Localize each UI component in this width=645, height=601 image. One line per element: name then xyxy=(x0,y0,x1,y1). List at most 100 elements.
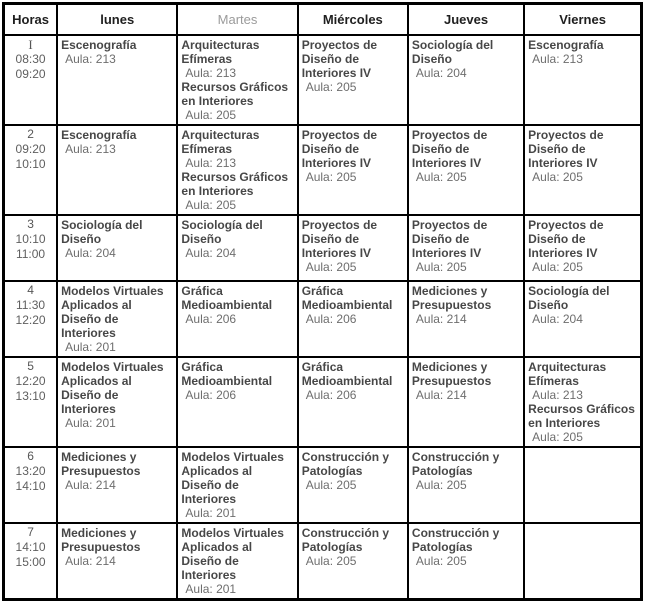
lesson-cell-miercoles: Gráfica Medioambiental Aula: 206 xyxy=(296,355,409,448)
subject-name: Escenografía xyxy=(61,127,137,142)
timetable-row: 5 12:20 13:10 Modelos Virtuales Aplicados a… xyxy=(2,355,643,448)
subject-name: Escenografía xyxy=(528,37,604,52)
aula-label: Aula: 201 xyxy=(185,505,237,520)
subject-name: Proyectos de Diseño de Interiores IV xyxy=(301,37,378,80)
subject-name: Construcción y Patologías xyxy=(301,449,390,478)
aula-label: Aula: 204 xyxy=(65,245,116,260)
aula-label: Aula: 214 xyxy=(415,311,467,326)
aula-label: Aula: 205 xyxy=(305,477,357,492)
aula-label: Aula: 201 xyxy=(65,339,116,354)
timetable-row: 7 14:10 15:00 Mediciones y Presupuestos Aula… xyxy=(2,521,643,600)
subject-name: Modelos Virtuales Aplicados al Diseño de… xyxy=(61,359,164,416)
lesson-cell-viernes xyxy=(523,521,643,600)
hours-cell: I 08:30 09:20 xyxy=(2,33,59,126)
lesson-cell-miercoles: Construcción y Patologías Aula: 205 xyxy=(296,521,409,600)
lesson-cell-lunes: Modelos Virtuales Aplicados al Diseño de… xyxy=(56,279,179,358)
aula-label: Aula: 214 xyxy=(65,477,116,492)
lesson-cell-martes: Modelos Virtuales Aplicados al Diseño de… xyxy=(176,445,299,524)
aula-label: Aula: 206 xyxy=(185,387,237,402)
lesson-cell-jueves: Proyectos de Diseño de Interiores IV Aula… xyxy=(406,123,526,216)
aula-label: Aula: 201 xyxy=(185,581,237,596)
subject-name: Proyectos de Diseño de Interiores IV xyxy=(411,127,488,170)
lesson-cell-martes: Modelos Virtuales Aplicados al Diseño de… xyxy=(176,521,299,600)
aula-label: Aula: 205 xyxy=(532,429,583,444)
timetable-header-row: Horas lunes Martes Miércoles Jueves Viernes xyxy=(2,2,643,36)
column-header-miercoles: Miércoles xyxy=(296,2,409,36)
period-number: 7 xyxy=(27,524,34,539)
lesson-cell-miercoles: Proyectos de Diseño de Interiores IV Aula… xyxy=(296,213,409,282)
subject-name: Arquitecturas Efímeras xyxy=(181,37,260,66)
aula-label: Aula: 213 xyxy=(185,155,237,170)
subject-name: Gráfica Medioambiental xyxy=(301,359,393,388)
lesson-cell-lunes: Mediciones y Presupuestos Aula: 214 xyxy=(56,445,179,524)
lesson-cell-jueves: Mediciones y Presupuestos Aula: 214 xyxy=(406,355,526,448)
subject-name: Recursos Gráficos en Interiores xyxy=(181,169,289,198)
aula-label: Aula: 214 xyxy=(415,387,467,402)
lesson-cell-miercoles: Proyectos de Diseño de Interiores IV Aula… xyxy=(296,33,409,126)
period-number: 3 xyxy=(27,216,34,231)
column-header-lunes: lunes xyxy=(56,2,179,36)
lesson-cell-martes: Gráfica Medioambiental Aula: 206 xyxy=(176,355,299,448)
hours-cell: 2 09:20 10:10 xyxy=(2,123,59,216)
hours-cell: 4 11:30 12:20 xyxy=(2,279,59,358)
subject-name: Mediciones y Presupuestos xyxy=(411,359,492,388)
subject-name: Sociología del Diseño xyxy=(528,283,610,312)
lesson-cell-viernes xyxy=(523,445,643,524)
period-number: 5 xyxy=(27,358,34,373)
aula-label: Aula: 204 xyxy=(415,65,467,80)
lesson-cell-martes: Arquitecturas Efímeras Aula: 213 Recursos … xyxy=(176,123,299,216)
period-number: 6 xyxy=(27,448,34,463)
aula-label: Aula: 204 xyxy=(532,311,583,326)
subject-name: Recursos Gráficos en Interiores xyxy=(181,79,289,108)
aula-label: Aula: 204 xyxy=(185,245,237,260)
lesson-cell-viernes: Arquitecturas Efímeras Aula: 213 Recursos … xyxy=(523,355,643,448)
hours-cell: 7 14:10 15:00 xyxy=(2,521,59,600)
subject-name: Construcción y Patologías xyxy=(411,449,500,478)
subject-name: Construcción y Patologías xyxy=(411,525,500,554)
lesson-cell-viernes: Escenografía Aula: 213 xyxy=(523,33,643,126)
subject-name: Sociología del Diseño xyxy=(411,37,494,66)
lesson-cell-martes: Arquitecturas Efímeras Aula: 213 Recursos … xyxy=(176,33,299,126)
lesson-cell-jueves: Construcción y Patologías Aula: 205 xyxy=(406,445,526,524)
timetable-row: 6 13:20 14:10 Mediciones y Presupuestos Aula… xyxy=(2,445,643,524)
aula-label: Aula: 213 xyxy=(65,141,116,156)
lesson-cell-miercoles: Gráfica Medioambiental Aula: 206 xyxy=(296,279,409,358)
subject-name: Modelos Virtuales Aplicados al Diseño de… xyxy=(61,283,164,340)
lesson-cell-viernes: Proyectos de Diseño de Interiores IV Aula… xyxy=(523,213,643,282)
subject-name: Modelos Virtuales Aplicados al Diseño de… xyxy=(181,449,284,506)
end-time: 14:10 xyxy=(15,478,46,493)
aula-label: Aula: 205 xyxy=(415,259,467,274)
subject-name: Arquitecturas Efímeras xyxy=(528,359,607,388)
lesson-cell-jueves: Construcción y Patologías Aula: 205 xyxy=(406,521,526,600)
lesson-cell-lunes: Sociología del Diseño Aula: 204 xyxy=(56,213,179,282)
aula-label: Aula: 205 xyxy=(305,169,357,184)
subject-name: Sociología del Diseño xyxy=(61,217,143,246)
lesson-cell-jueves: Sociología del Diseño Aula: 204 xyxy=(406,33,526,126)
end-time: 15:00 xyxy=(15,554,46,569)
aula-label: Aula: 214 xyxy=(65,553,116,568)
aula-label: Aula: 205 xyxy=(185,197,237,212)
period-number: 4 xyxy=(27,282,34,297)
period-number: I xyxy=(28,36,33,52)
column-header-viernes: Viernes xyxy=(523,2,643,36)
lesson-cell-miercoles: Construcción y Patologías Aula: 205 xyxy=(296,445,409,524)
subject-name: Construcción y Patologías xyxy=(301,525,390,554)
subject-name: Mediciones y Presupuestos xyxy=(411,283,492,312)
end-time: 11:00 xyxy=(15,246,46,261)
subject-name: Arquitecturas Efímeras xyxy=(181,127,260,156)
column-header-martes: Martes xyxy=(176,2,299,36)
timetable-row: 3 10:10 11:00 Sociología del Diseño Aula: 20… xyxy=(2,213,643,282)
column-header-jueves: Jueves xyxy=(406,2,526,36)
hours-cell: 6 13:20 14:10 xyxy=(2,445,59,524)
aula-label: Aula: 213 xyxy=(532,51,583,66)
end-time: 12:20 xyxy=(15,312,46,327)
subject-name: Proyectos de Diseño de Interiores IV xyxy=(301,217,378,260)
aula-label: Aula: 206 xyxy=(305,311,357,326)
end-time: 13:10 xyxy=(15,388,46,403)
aula-label: Aula: 205 xyxy=(305,553,357,568)
lesson-cell-viernes: Proyectos de Diseño de Interiores IV Aula… xyxy=(523,123,643,216)
start-time: 12:20 xyxy=(15,373,46,388)
aula-label: Aula: 206 xyxy=(305,387,357,402)
start-time: 09:20 xyxy=(15,141,46,156)
